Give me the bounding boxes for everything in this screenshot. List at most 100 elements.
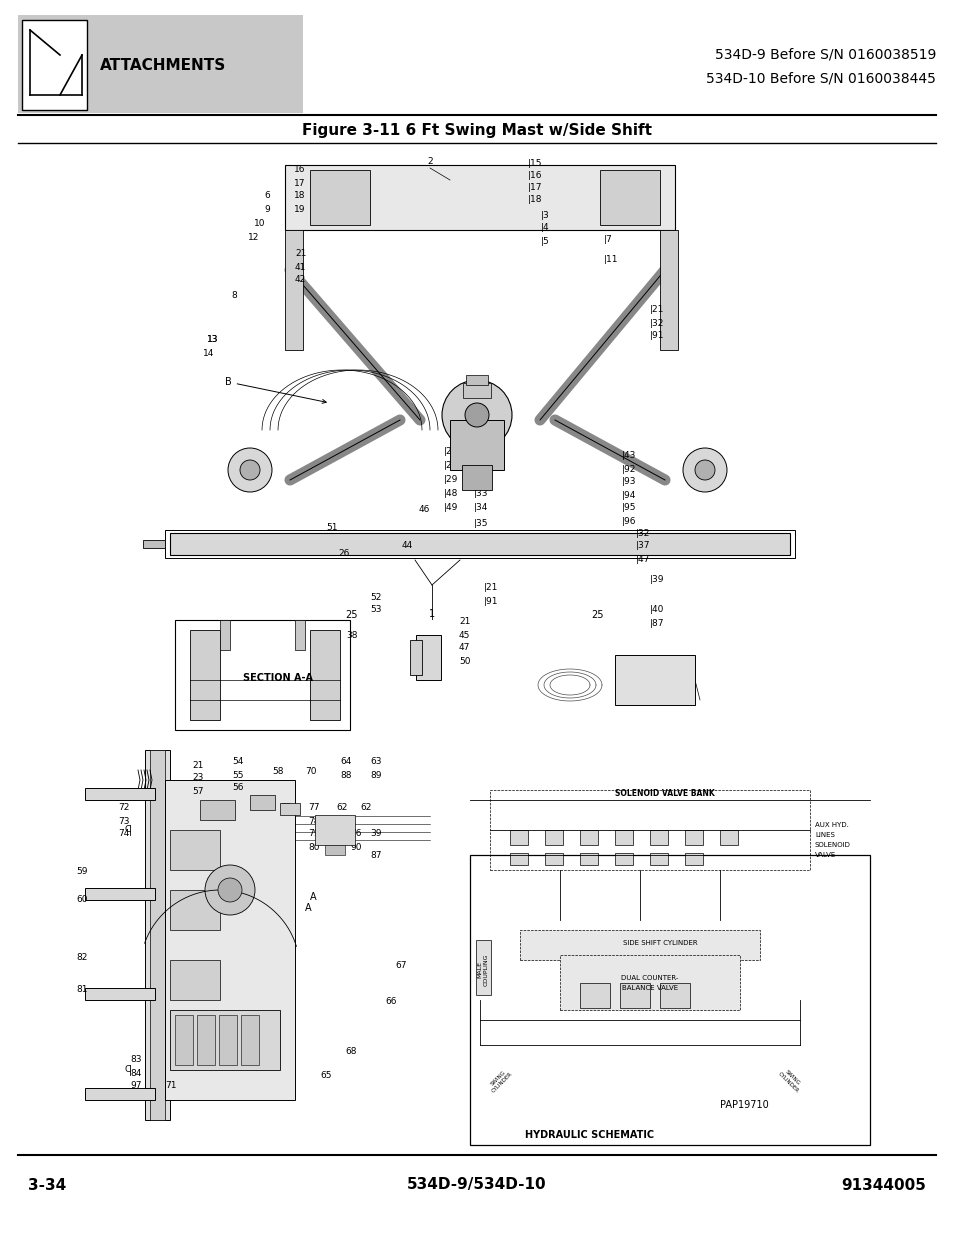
Text: 3-34: 3-34 [28, 1177, 66, 1193]
Bar [165, 781, 294, 1100]
Text: |32: |32 [636, 529, 650, 537]
Bar [280, 803, 299, 815]
Text: 44: 44 [401, 541, 413, 550]
Text: ATTACHMENTS: ATTACHMENTS [100, 58, 226, 73]
Text: 70: 70 [305, 767, 316, 777]
Text: 10: 10 [253, 220, 265, 228]
Text: 79: 79 [308, 830, 319, 839]
Bar [465, 375, 488, 385]
Text: 9: 9 [264, 205, 270, 215]
Text: 16: 16 [294, 165, 305, 174]
Text: |96: |96 [621, 516, 636, 526]
Bar [310, 170, 370, 225]
Circle shape [240, 459, 260, 480]
Bar [170, 1010, 280, 1070]
Bar [145, 750, 170, 1120]
Text: 97: 97 [130, 1082, 141, 1091]
Text: 89: 89 [370, 771, 381, 779]
Text: 84: 84 [130, 1068, 141, 1077]
Text: |30: |30 [474, 447, 488, 457]
Text: |4: |4 [540, 224, 549, 232]
Text: 90: 90 [350, 844, 361, 852]
Text: 41: 41 [294, 263, 306, 272]
Bar [22, 20, 87, 110]
Text: 39: 39 [370, 830, 381, 839]
Bar [174, 620, 350, 730]
Bar [190, 630, 220, 720]
Text: 76: 76 [350, 830, 361, 839]
Text: 91344005: 91344005 [841, 1177, 925, 1193]
Text: 62: 62 [335, 804, 347, 813]
Bar [285, 230, 303, 350]
Text: VALVE: VALVE [814, 852, 836, 858]
Bar [684, 830, 702, 845]
Text: C: C [125, 825, 131, 835]
Bar [200, 800, 234, 820]
Text: |91: |91 [649, 331, 664, 341]
Text: 13: 13 [206, 336, 218, 345]
Text: 62: 62 [359, 804, 371, 813]
Text: 83: 83 [130, 1056, 141, 1065]
Text: 77: 77 [308, 804, 319, 813]
Bar [615, 655, 695, 705]
Text: |36: |36 [474, 459, 488, 468]
Bar [619, 983, 649, 1008]
Text: LINES: LINES [814, 832, 834, 839]
Text: 534D-9 Before S/N 0160038519: 534D-9 Before S/N 0160038519 [714, 48, 935, 62]
Text: 47: 47 [458, 643, 470, 652]
Text: 21: 21 [192, 761, 203, 769]
Text: SOLENOID VALVE BANK: SOLENOID VALVE BANK [615, 788, 714, 798]
Bar [196, 1015, 214, 1065]
Text: SIDE SHIFT CYLINDER: SIDE SHIFT CYLINDER [622, 940, 697, 946]
Bar [85, 1088, 154, 1100]
Bar [85, 988, 154, 1000]
Text: 19: 19 [294, 205, 305, 214]
Text: 1: 1 [429, 609, 435, 619]
Circle shape [234, 685, 254, 705]
Bar [649, 853, 667, 864]
Bar [450, 420, 503, 471]
Text: 21: 21 [458, 618, 470, 626]
Text: 55: 55 [232, 771, 243, 779]
Bar [150, 750, 165, 1120]
Text: |43: |43 [621, 452, 636, 461]
Text: 25: 25 [345, 610, 358, 620]
Text: |49: |49 [443, 504, 457, 513]
Text: 80: 80 [308, 842, 319, 851]
Text: 51: 51 [326, 522, 337, 531]
Bar [544, 830, 562, 845]
Circle shape [695, 459, 714, 480]
Bar [615, 830, 633, 845]
Bar [579, 983, 609, 1008]
Text: |31: |31 [474, 475, 488, 484]
Bar [579, 853, 598, 864]
Bar [314, 815, 355, 845]
Bar [599, 170, 659, 225]
Text: PAP19710: PAP19710 [720, 1100, 768, 1110]
Text: 45: 45 [458, 631, 470, 640]
Bar [519, 659, 532, 671]
Text: |87: |87 [649, 619, 664, 627]
Bar [579, 830, 598, 845]
Circle shape [441, 380, 512, 450]
Circle shape [682, 448, 726, 492]
Text: |28: |28 [443, 462, 457, 471]
Text: 66: 66 [385, 998, 396, 1007]
Text: |39: |39 [649, 576, 664, 584]
Bar [470, 855, 869, 1145]
Text: 38: 38 [346, 631, 357, 640]
Text: |27: |27 [443, 447, 457, 457]
Polygon shape [760, 1050, 800, 1120]
Text: 52: 52 [370, 594, 381, 603]
Text: 14: 14 [202, 348, 213, 357]
Text: A: A [305, 903, 312, 913]
Text: |7: |7 [603, 236, 612, 245]
Text: 67: 67 [395, 961, 406, 969]
Text: DUAL COUNTER-: DUAL COUNTER- [620, 974, 678, 981]
Text: 72: 72 [118, 804, 130, 813]
Bar [170, 890, 220, 930]
Text: 26: 26 [337, 548, 349, 557]
Text: MALE
COUPLING: MALE COUPLING [477, 953, 488, 987]
Circle shape [218, 878, 242, 902]
Text: 88: 88 [339, 771, 351, 779]
